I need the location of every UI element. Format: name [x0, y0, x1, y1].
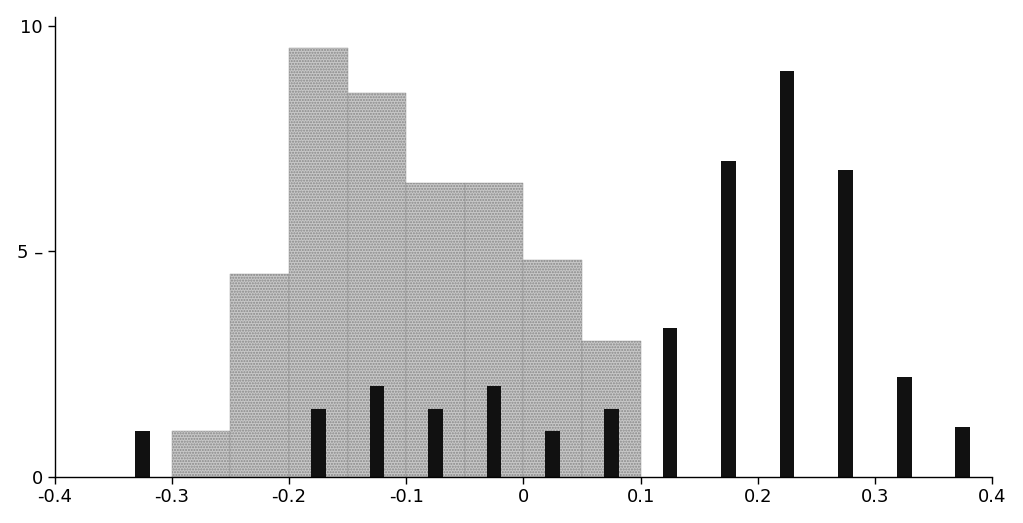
Bar	[135, 431, 150, 476]
Bar	[524, 260, 582, 476]
Bar	[582, 342, 640, 476]
Bar	[311, 409, 325, 476]
Bar	[290, 48, 348, 476]
Bar	[604, 409, 619, 476]
Bar	[663, 328, 677, 476]
Bar	[464, 184, 524, 476]
Bar	[348, 93, 406, 476]
Bar	[230, 274, 290, 476]
Bar	[780, 71, 794, 476]
Bar	[955, 427, 970, 476]
Bar	[429, 409, 443, 476]
Bar	[172, 431, 230, 476]
Bar	[545, 431, 560, 476]
Bar	[838, 170, 853, 476]
Bar	[897, 377, 911, 476]
Bar	[487, 386, 501, 476]
Bar	[369, 386, 385, 476]
Bar	[406, 184, 464, 476]
Bar	[721, 161, 736, 476]
